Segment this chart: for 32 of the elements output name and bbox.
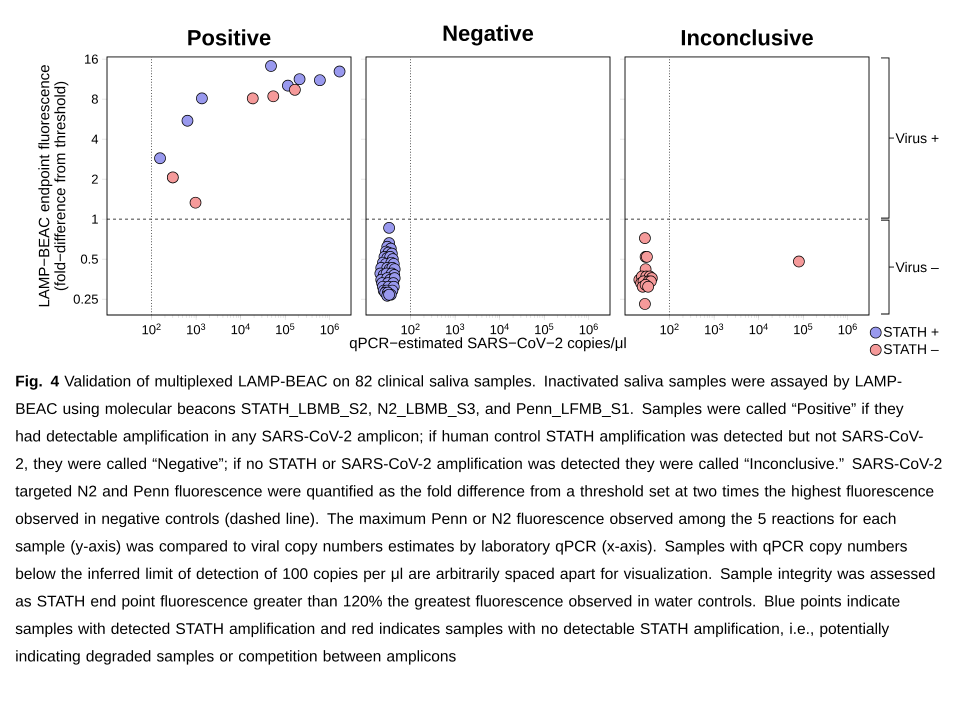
y-tick-label: 0.25 bbox=[74, 294, 98, 304]
y-tick-label: 16 bbox=[85, 54, 98, 64]
x-tick-label: 10$^{6}$ bbox=[320, 324, 339, 334]
x-tick-label: 10$^{3}$ bbox=[187, 324, 206, 334]
x-tick-label: 10$^{2}$ bbox=[142, 324, 161, 334]
x-axis-title: qPCR−estimated SARS−CoV−2 copies/μl bbox=[350, 337, 626, 352]
y-axis-title: LAMP−BEAC endpoint fluorescence (fold−difference from threshold) bbox=[38, 65, 68, 306]
y-tick-label: 1 bbox=[92, 214, 98, 224]
text: Virus – bbox=[896, 262, 939, 272]
x-tick-label: 10$^{6}$ bbox=[838, 324, 857, 334]
y-tick-label: 4 bbox=[92, 134, 98, 144]
chart-title: Positive bbox=[188, 29, 270, 46]
x-tick-label: 10$^{2}$ bbox=[660, 324, 679, 334]
y-tick-label: 2 bbox=[92, 174, 98, 184]
y-tick-label: 8 bbox=[92, 94, 98, 104]
chart-title: Inconclusive bbox=[682, 29, 813, 46]
y-tick-label: 0.5 bbox=[80, 254, 98, 264]
text: Virus + bbox=[896, 132, 938, 144]
x-tick-label: 10$^{6}$ bbox=[580, 324, 598, 334]
legend-label: STATH – bbox=[884, 344, 939, 354]
chart-title: Negative bbox=[444, 24, 534, 46]
legend-label: STATH + bbox=[884, 326, 938, 337]
x-tick-label: 10$^{5}$ bbox=[276, 324, 294, 334]
x-tick-label: 10$^{4}$ bbox=[750, 324, 768, 334]
x-tick-label: 10$^{5}$ bbox=[535, 324, 554, 334]
x-tick-label: 10$^{3}$ bbox=[705, 324, 724, 334]
text: Fig. 4 Validation of multiplexed LAMP-BEAC on 82 clinical saliva samples. Inactivated saliva samples were assayed by LAMP-BEAC using molecular beacons STATH_LBMB_S2, N2_LBMB_S3, and Penn_LFMB_S1. Samples were called “Positive” if they had detectable amplification in any SARS-CoV-2 amplicon; if human control STATH amplification was detected but not SARS-CoV-2, they were called “Negative”; if no STATH or SARS-CoV-2 amplification was detected they were called “Inconclusive.” SARS-CoV-2 targeted N2 and Penn fluorescence were quantified as the fold difference from a threshold set at two times the highest fluorescence observed in negative controls (dashed line). The maximum Penn or N2 fluorescence observed among the 5 reactions for each sample (y-axis) was compared to viral copy numbers estimates by laboratory qPCR (x-axis). Samples with qPCR copy numbers below the inferred limit of detection of 100 copies per μl are arbitrarily spaced apart for visualization. Sample integrity was assessed as STATH end point fluorescence greater than 120% the greatest fluorescence observed in water controls. Blue points indicate samples with detected STATH amplification and red indicates samples with no detectable STATH amplification, i.e., potentially indicating degraded samples or competition between amplicons bbox=[15, 375, 942, 665]
x-tick-label: 10$^{5}$ bbox=[794, 324, 812, 334]
x-tick-label: 10$^{4}$ bbox=[490, 324, 509, 334]
x-tick-label: 10$^{4}$ bbox=[232, 324, 250, 334]
x-tick-label: 10$^{2}$ bbox=[402, 324, 420, 334]
x-tick-label: 10$^{3}$ bbox=[446, 324, 464, 334]
